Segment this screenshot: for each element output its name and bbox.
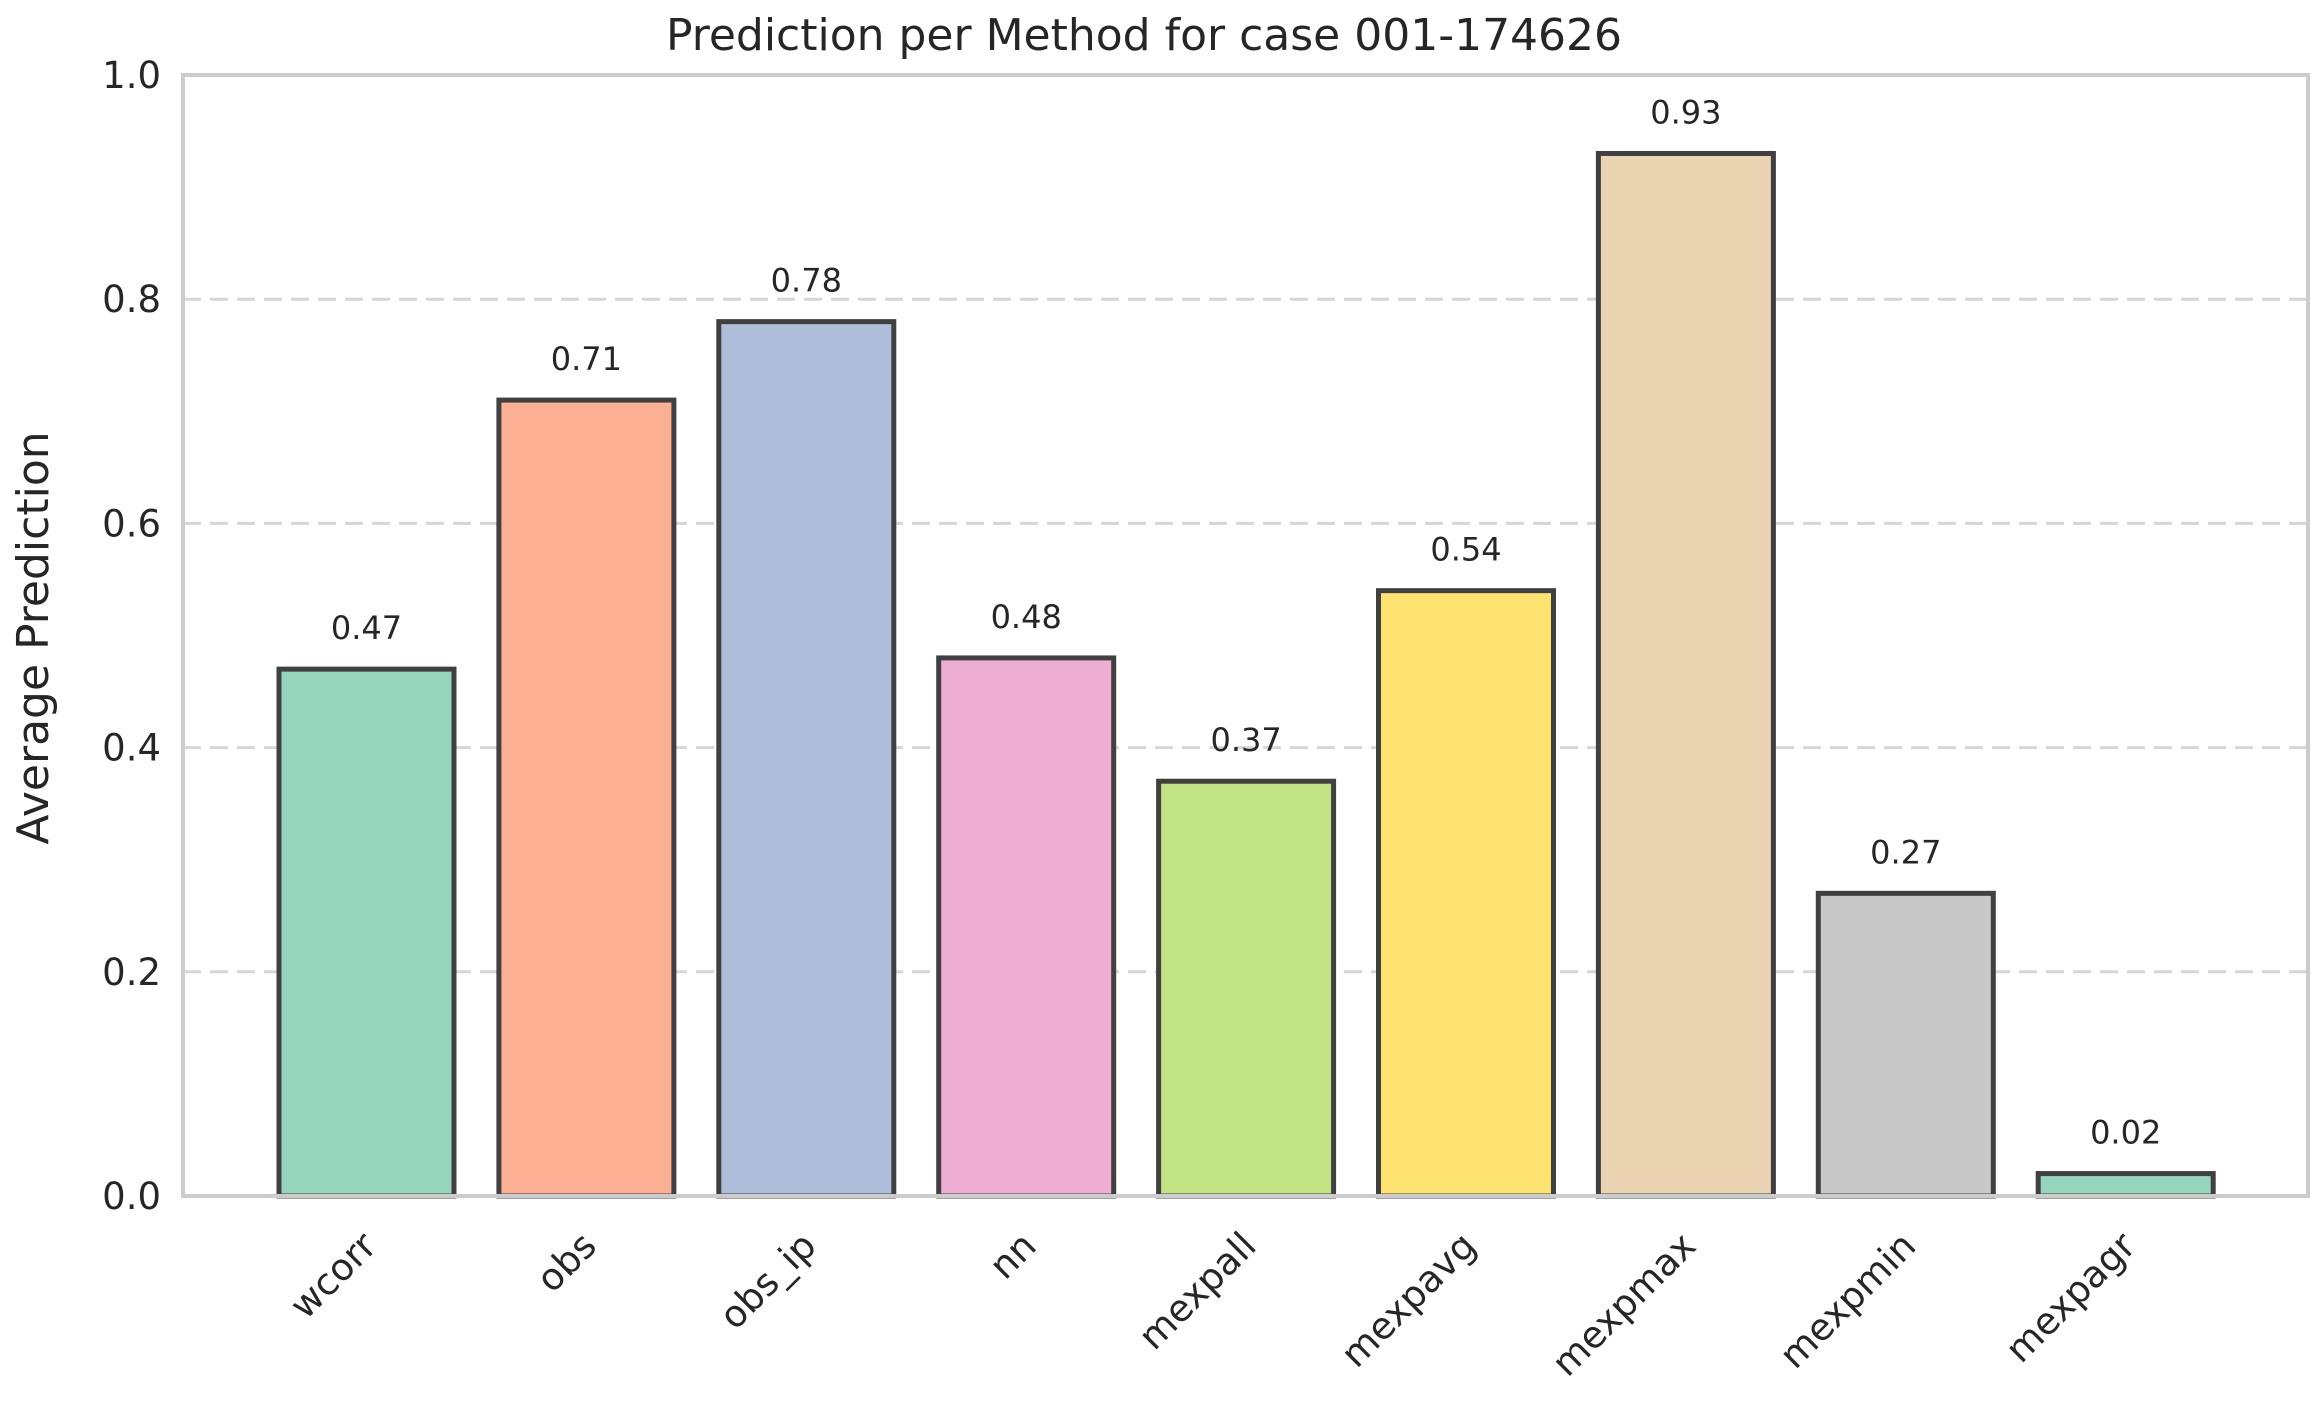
bar-obs-ip (716, 319, 897, 1199)
x-tick-label: nn (981, 1224, 1045, 1288)
x-tick-label: mexpmin (1771, 1224, 1924, 1377)
x-tick-label: wcorr (282, 1223, 386, 1327)
chart-title: Prediction per Method for case 001-17462… (666, 10, 1622, 61)
data-label: 0.48 (991, 598, 1062, 636)
data-label: 0.54 (1430, 531, 1501, 569)
data-label: 0.71 (551, 340, 622, 378)
y-tick-label: 0.0 (102, 1175, 161, 1218)
data-label: 0.37 (1210, 721, 1281, 759)
bars (276, 150, 2216, 1199)
data-label: 0.78 (771, 262, 842, 300)
bar-mexpmax (1595, 150, 1776, 1199)
data-label: 0.93 (1650, 93, 1721, 131)
y-tick-label: 1.0 (102, 54, 161, 97)
x-axis-ticks: wcorr obs obs_ip nn mexpall mexpavg mexpmax mex… (282, 1223, 2145, 1384)
x-tick-label: obs_ip (711, 1224, 825, 1338)
data-label: 0.47 (331, 609, 402, 647)
y-axis-label: Average Prediction (8, 431, 59, 844)
y-tick-label: 0.4 (102, 727, 161, 770)
y-tick-label: 0.8 (102, 278, 161, 321)
bar-mexpagr (2035, 1171, 2216, 1199)
bar-wcorr (276, 666, 457, 1199)
bar-mexpall (1156, 778, 1337, 1199)
x-tick-label: mexpagr (1997, 1223, 2145, 1371)
x-tick-label: mexpall (1130, 1224, 1264, 1358)
bar-obs (496, 397, 677, 1199)
data-labels: 0.47 0.71 0.78 0.48 0.37 0.54 0.93 0.27 0.02 (331, 93, 2161, 1151)
y-tick-label: 0.6 (102, 502, 161, 545)
bar-mexpmin (1815, 890, 1996, 1199)
data-label: 0.27 (1870, 833, 1941, 871)
plot-frame (181, 73, 2310, 1198)
y-axis-ticks: 0.0 0.2 0.4 0.6 0.8 1.0 (102, 54, 161, 1218)
bar-mexpavg (1376, 588, 1556, 1199)
y-tick-label: 0.2 (102, 951, 161, 994)
data-label: 0.02 (2090, 1114, 2161, 1152)
x-tick-label: mexpavg (1333, 1224, 1485, 1376)
x-tick-label: mexpmax (1544, 1224, 1705, 1385)
bar-nn (936, 655, 1117, 1199)
x-tick-label: obs (528, 1224, 605, 1301)
